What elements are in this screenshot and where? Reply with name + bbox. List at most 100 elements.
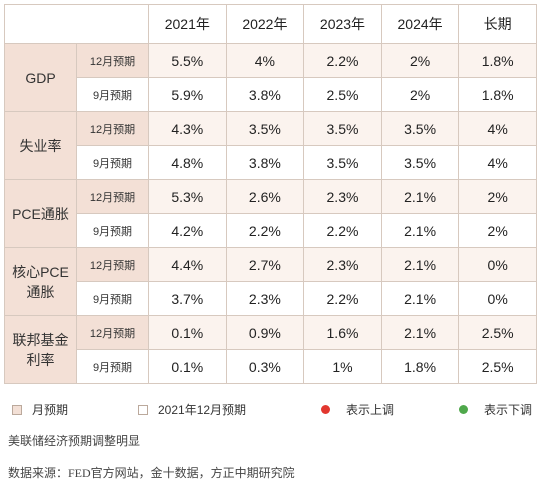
value-cell: 0.1% [148,349,227,384]
metric-label: 联邦基金利率 [4,315,77,384]
value-cell: 2.1% [380,281,460,316]
legend-label-sep: 月预期 [32,403,69,417]
table-row: 9月预期 5.9% 3.8% 2.5% 2% 1.8% [5,77,537,112]
value-cell: 4.3% [148,111,227,146]
value-cell: 2.3% [225,281,305,316]
table-row: 核心PCE通胀 12月预期 4.4% 2.7% 2.3% 2.1% 0% [4,247,537,316]
header-row: 2021年 2022年 2023年 2024年 长期 [4,4,537,44]
value-cell: 4% [458,145,537,180]
projections-table: 2021年 2022年 2023年 2024年 长期 GDP 12月预期 5.5% 4… [4,4,537,384]
metric-label: 失业率 [4,111,77,180]
value-cell: 3.5% [380,111,460,146]
value-cell: 1.6% [303,315,382,350]
legend-swatch-sep [12,404,22,415]
value-cell: 1.8% [380,349,460,384]
table-row: 9月预期 4.2% 2.2% 2.2% 2.1% 2% [5,213,537,248]
value-cell: 1% [303,349,382,384]
projection-label: 9月预期 [76,213,149,248]
value-cell: 2% [380,43,460,78]
value-cell: 4.2% [148,213,227,248]
table-row: GDP 12月预期 5.5% 4% 2.2% 2% 1.8% [4,43,537,112]
value-cell: 2.5% [303,77,382,112]
legend-item-sep: 月预期 [12,401,68,418]
legend-label-dec: 2021年12月预期 [158,403,247,417]
metric-label: 核心PCE通胀 [4,247,77,316]
value-cell: 2.5% [458,349,537,384]
value-cell: 3.5% [225,111,305,146]
projection-label: 12月预期 [76,315,149,350]
legend-item-dec: 2021年12月预期 [138,401,246,418]
value-cell: 2.6% [225,179,305,214]
header-2022: 2022年 [225,4,305,44]
legend-item-down: 表示下调 [459,401,532,418]
value-cell: 5.3% [148,179,227,214]
value-cell: 2.1% [380,315,460,350]
projection-label: 9月预期 [76,145,149,180]
value-cell: 3.7% [148,281,227,316]
value-cell: 5.5% [148,43,227,78]
value-cell: 1.8% [458,77,537,112]
table-body: GDP 12月预期 5.5% 4% 2.2% 2% 1.8% 9月预期 5.9% 3.8% 2.5%… [4,43,537,384]
value-cell: 0% [458,247,537,282]
value-cell: 2.1% [380,179,460,214]
legend-item-up: 表示上调 [321,401,394,418]
value-cell: 3.8% [225,77,305,112]
value-cell: 0.3% [225,349,305,384]
caption: 美联储经济预期调整明显 [8,434,141,448]
value-cell: 3.5% [303,111,382,146]
legend-label-down: 表示下调 [484,403,533,417]
value-cell: 3.5% [303,145,382,180]
metric-label: PCE通胀 [4,179,77,248]
header-corner [4,4,149,44]
table-row: PCE通胀 12月预期 5.3% 2.6% 2.3% 2.1% 2% [4,179,537,248]
table-row: 9月预期 3.7% 2.3% 2.2% 2.1% 0% [5,281,537,316]
value-cell: 2.2% [303,213,382,248]
value-cell: 2% [458,179,537,214]
value-cell: 2.3% [303,247,382,282]
header-2024: 2024年 [380,4,460,44]
legend-dot-up [321,405,330,414]
projection-label: 9月预期 [76,349,149,384]
value-cell: 3.8% [225,145,305,180]
projections-table-wrap: 2021年 2022年 2023年 2024年 长期 GDP 12月预期 5.5% 4… [4,4,537,392]
table-row: 9月预期 4.8% 3.8% 3.5% 3.5% 4% [5,145,537,180]
legend: 月预期 2021年12月预期 表示上调 表示下调 [0,398,540,420]
value-cell: 0.9% [225,315,305,350]
header-long-run: 长期 [458,4,537,44]
value-cell: 4.4% [148,247,227,282]
value-cell: 2.1% [380,213,460,248]
table-row: 9月预期 0.1% 0.3% 1% 1.8% 2.5% [5,349,537,384]
value-cell: 4.8% [148,145,227,180]
value-cell: 2.7% [225,247,305,282]
value-cell: 2.2% [225,213,305,248]
header-2023: 2023年 [303,4,382,44]
value-cell: 0% [458,281,537,316]
metric-label: GDP [4,43,77,112]
projection-label: 12月预期 [76,247,149,282]
value-cell: 3.5% [380,145,460,180]
legend-label-up: 表示上调 [346,403,395,417]
projection-label: 9月预期 [76,281,149,316]
projection-label: 9月预期 [76,77,149,112]
table-row: 失业率 12月预期 4.3% 3.5% 3.5% 3.5% 4% [4,111,537,180]
legend-swatch-dec [138,404,148,415]
value-cell: 2.3% [303,179,382,214]
value-cell: 2.1% [380,247,460,282]
value-cell: 2.2% [303,43,382,78]
value-cell: 2% [380,77,460,112]
projection-label: 12月预期 [76,43,149,78]
value-cell: 0.1% [148,315,227,350]
value-cell: 2.5% [458,315,537,350]
value-cell: 2.2% [303,281,382,316]
header-2021: 2021年 [148,4,227,44]
value-cell: 4% [225,43,305,78]
value-cell: 2% [458,213,537,248]
value-cell: 1.8% [458,43,537,78]
value-cell: 5.9% [148,77,227,112]
table-row: 联邦基金利率 12月预期 0.1% 0.9% 1.6% 2.1% 2.5% [4,315,537,384]
legend-dot-down [459,405,468,414]
source-note: 数据来源：FED官方网站，金十数据，方正中期研究院 [8,466,295,480]
value-cell: 4% [458,111,537,146]
projection-label: 12月预期 [76,179,149,214]
projection-label: 12月预期 [76,111,149,146]
